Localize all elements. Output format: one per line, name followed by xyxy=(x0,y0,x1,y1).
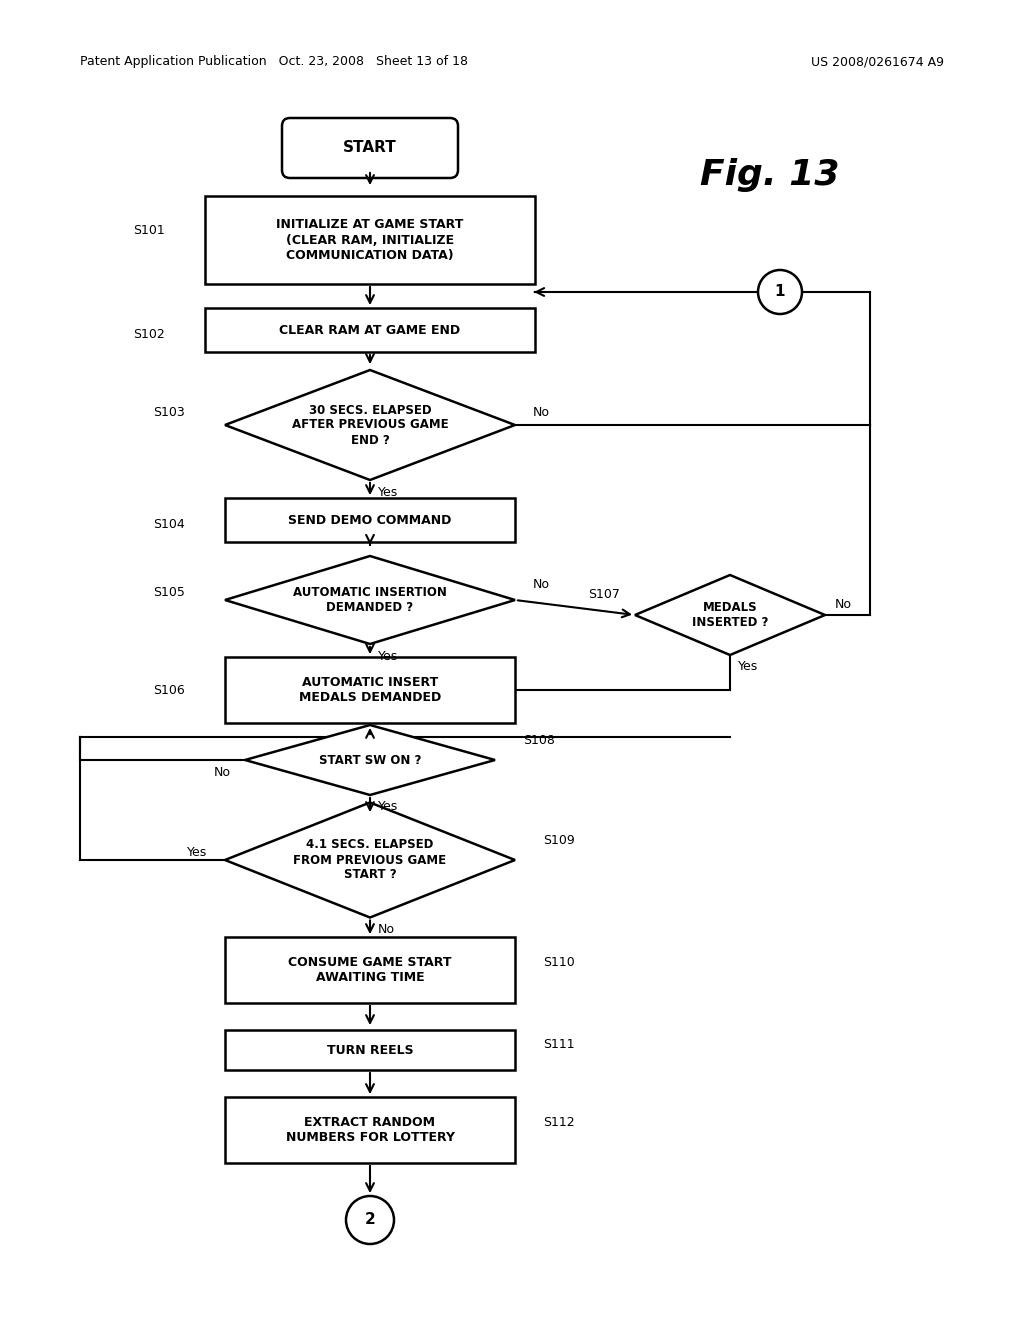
Text: Yes: Yes xyxy=(378,800,398,813)
Text: No: No xyxy=(214,766,231,779)
Text: SEND DEMO COMMAND: SEND DEMO COMMAND xyxy=(289,513,452,527)
Text: CONSUME GAME START
AWAITING TIME: CONSUME GAME START AWAITING TIME xyxy=(288,956,452,983)
Text: Patent Application Publication   Oct. 23, 2008   Sheet 13 of 18: Patent Application Publication Oct. 23, … xyxy=(80,55,468,69)
Text: CLEAR RAM AT GAME END: CLEAR RAM AT GAME END xyxy=(280,323,461,337)
Polygon shape xyxy=(635,576,825,655)
Bar xyxy=(225,657,515,723)
Polygon shape xyxy=(225,370,515,480)
Bar xyxy=(225,1030,515,1071)
Text: 2: 2 xyxy=(365,1213,376,1228)
Circle shape xyxy=(346,1196,394,1243)
Text: MEDALS
INSERTED ?: MEDALS INSERTED ? xyxy=(692,601,768,630)
Text: 1: 1 xyxy=(775,285,785,300)
Text: S109: S109 xyxy=(543,833,574,846)
Text: S111: S111 xyxy=(543,1039,574,1052)
Text: S112: S112 xyxy=(543,1115,574,1129)
Text: INITIALIZE AT GAME START
(CLEAR RAM, INITIALIZE
COMMUNICATION DATA): INITIALIZE AT GAME START (CLEAR RAM, INI… xyxy=(276,219,464,261)
Text: START SW ON ?: START SW ON ? xyxy=(318,754,421,767)
Text: S102: S102 xyxy=(133,329,165,342)
Text: Yes: Yes xyxy=(186,846,207,858)
Text: S110: S110 xyxy=(543,956,574,969)
Text: Yes: Yes xyxy=(738,660,758,673)
Text: Fig. 13: Fig. 13 xyxy=(700,158,840,191)
Text: 30 SECS. ELAPSED
AFTER PREVIOUS GAME
END ?: 30 SECS. ELAPSED AFTER PREVIOUS GAME END… xyxy=(292,404,449,446)
Polygon shape xyxy=(225,556,515,644)
Text: US 2008/0261674 A9: US 2008/0261674 A9 xyxy=(811,55,944,69)
Polygon shape xyxy=(245,725,495,795)
Bar xyxy=(225,937,515,1003)
Bar xyxy=(225,1097,515,1163)
Text: S108: S108 xyxy=(523,734,555,747)
Text: S105: S105 xyxy=(154,586,185,598)
Text: AUTOMATIC INSERT
MEDALS DEMANDED: AUTOMATIC INSERT MEDALS DEMANDED xyxy=(299,676,441,704)
Text: 4.1 SECS. ELAPSED
FROM PREVIOUS GAME
START ?: 4.1 SECS. ELAPSED FROM PREVIOUS GAME STA… xyxy=(294,838,446,882)
Text: AUTOMATIC INSERTION
DEMANDED ?: AUTOMATIC INSERTION DEMANDED ? xyxy=(293,586,446,614)
Text: Yes: Yes xyxy=(378,649,398,663)
Text: S107: S107 xyxy=(588,589,620,602)
Text: START: START xyxy=(343,140,397,156)
Text: No: No xyxy=(534,578,550,591)
Text: EXTRACT RANDOM
NUMBERS FOR LOTTERY: EXTRACT RANDOM NUMBERS FOR LOTTERY xyxy=(286,1115,455,1144)
Bar xyxy=(205,195,535,284)
Polygon shape xyxy=(225,803,515,917)
Text: S103: S103 xyxy=(154,407,185,420)
Text: S106: S106 xyxy=(154,684,185,697)
Text: No: No xyxy=(534,407,550,420)
Circle shape xyxy=(758,271,802,314)
Bar xyxy=(225,498,515,543)
Bar xyxy=(205,308,535,352)
Text: Yes: Yes xyxy=(378,486,398,499)
Text: S104: S104 xyxy=(154,519,185,532)
Text: TURN REELS: TURN REELS xyxy=(327,1044,414,1056)
Text: S101: S101 xyxy=(133,223,165,236)
Text: No: No xyxy=(835,598,852,611)
FancyBboxPatch shape xyxy=(282,117,458,178)
Text: No: No xyxy=(378,923,395,936)
